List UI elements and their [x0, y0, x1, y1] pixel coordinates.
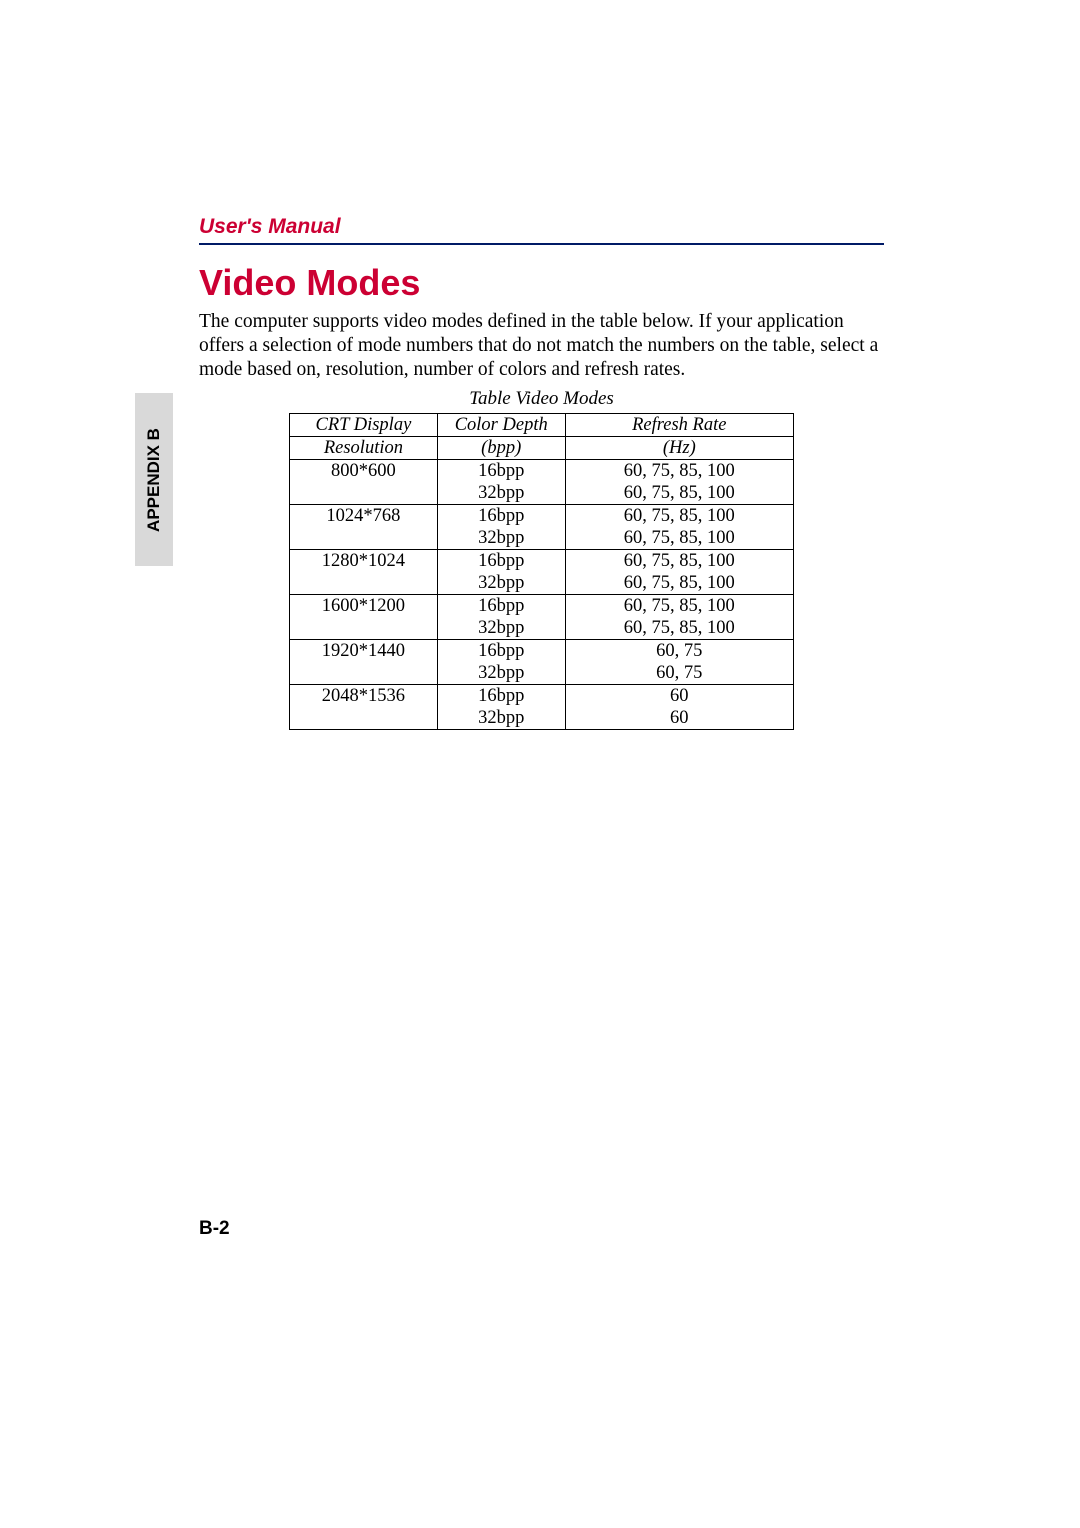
cell-depth: 32bpp	[437, 572, 565, 595]
cell-resolution	[290, 707, 438, 730]
intro-paragraph: The computer supports video modes define…	[199, 310, 884, 381]
cell-resolution: 1600*1200	[290, 595, 438, 618]
cell-depth: 16bpp	[437, 460, 565, 483]
appendix-tab-prefix: A	[144, 519, 163, 531]
table-row: 1600*120016bpp60, 75, 85, 100	[290, 595, 794, 618]
cell-rate: 60, 75, 85, 100	[565, 505, 793, 528]
cell-depth: 16bpp	[437, 550, 565, 573]
table-header: CRT Display Color Depth Refresh Rate Res…	[290, 414, 794, 460]
header-label: User's Manual	[199, 215, 341, 239]
cell-rate: 60, 75, 85, 100	[565, 617, 793, 640]
table-row: 1920*144016bpp60, 75	[290, 640, 794, 663]
cell-rate: 60, 75	[565, 662, 793, 685]
table-row: 2048*153616bpp60	[290, 685, 794, 708]
col-header-rate-2: (Hz)	[565, 437, 793, 460]
col-header-rate-1: Refresh Rate	[565, 414, 793, 437]
cell-resolution	[290, 572, 438, 595]
appendix-tab: APPENDIX B	[135, 393, 173, 566]
appendix-tab-rest: PPENDIX	[144, 445, 163, 520]
header-rule	[199, 243, 884, 245]
video-modes-table: CRT Display Color Depth Refresh Rate Res…	[289, 413, 794, 730]
cell-resolution: 2048*1536	[290, 685, 438, 708]
cell-resolution: 800*600	[290, 460, 438, 483]
table-row: 32bpp60, 75, 85, 100	[290, 527, 794, 550]
col-header-resolution-2: Resolution	[290, 437, 438, 460]
cell-depth: 32bpp	[437, 707, 565, 730]
cell-resolution: 1920*1440	[290, 640, 438, 663]
cell-rate: 60, 75, 85, 100	[565, 482, 793, 505]
table-row: 1280*102416bpp60, 75, 85, 100	[290, 550, 794, 573]
cell-depth: 32bpp	[437, 662, 565, 685]
cell-resolution	[290, 482, 438, 505]
page-number: B-2	[199, 1218, 230, 1240]
table-row: 32bpp60	[290, 707, 794, 730]
table-row: 32bpp60, 75, 85, 100	[290, 617, 794, 640]
cell-rate: 60, 75, 85, 100	[565, 527, 793, 550]
cell-depth: 32bpp	[437, 482, 565, 505]
table-row: 32bpp60, 75	[290, 662, 794, 685]
table-row: 32bpp60, 75, 85, 100	[290, 572, 794, 595]
cell-depth: 16bpp	[437, 505, 565, 528]
cell-depth: 16bpp	[437, 685, 565, 708]
cell-rate: 60, 75, 85, 100	[565, 595, 793, 618]
appendix-tab-label: APPENDIX B	[144, 428, 164, 532]
cell-depth: 16bpp	[437, 595, 565, 618]
cell-depth: 32bpp	[437, 617, 565, 640]
cell-resolution: 1024*768	[290, 505, 438, 528]
col-header-resolution-1: CRT Display	[290, 414, 438, 437]
table-row: 32bpp60, 75, 85, 100	[290, 482, 794, 505]
document-page: User's Manual Video Modes The computer s…	[0, 0, 1080, 1528]
col-header-depth-1: Color Depth	[437, 414, 565, 437]
cell-rate: 60	[565, 685, 793, 708]
table-caption: Table Video Modes	[289, 388, 794, 410]
table-row: 800*60016bpp60, 75, 85, 100	[290, 460, 794, 483]
cell-depth: 16bpp	[437, 640, 565, 663]
cell-rate: 60, 75, 85, 100	[565, 460, 793, 483]
cell-resolution: 1280*1024	[290, 550, 438, 573]
appendix-tab-suffix: B	[144, 428, 163, 445]
cell-depth: 32bpp	[437, 527, 565, 550]
cell-resolution	[290, 662, 438, 685]
cell-rate: 60	[565, 707, 793, 730]
table-row: 1024*76816bpp60, 75, 85, 100	[290, 505, 794, 528]
cell-rate: 60, 75	[565, 640, 793, 663]
col-header-depth-2: (bpp)	[437, 437, 565, 460]
cell-resolution	[290, 527, 438, 550]
cell-resolution	[290, 617, 438, 640]
page-title: Video Modes	[199, 262, 420, 304]
table-body: 800*60016bpp60, 75, 85, 10032bpp60, 75, …	[290, 460, 794, 730]
cell-rate: 60, 75, 85, 100	[565, 572, 793, 595]
cell-rate: 60, 75, 85, 100	[565, 550, 793, 573]
